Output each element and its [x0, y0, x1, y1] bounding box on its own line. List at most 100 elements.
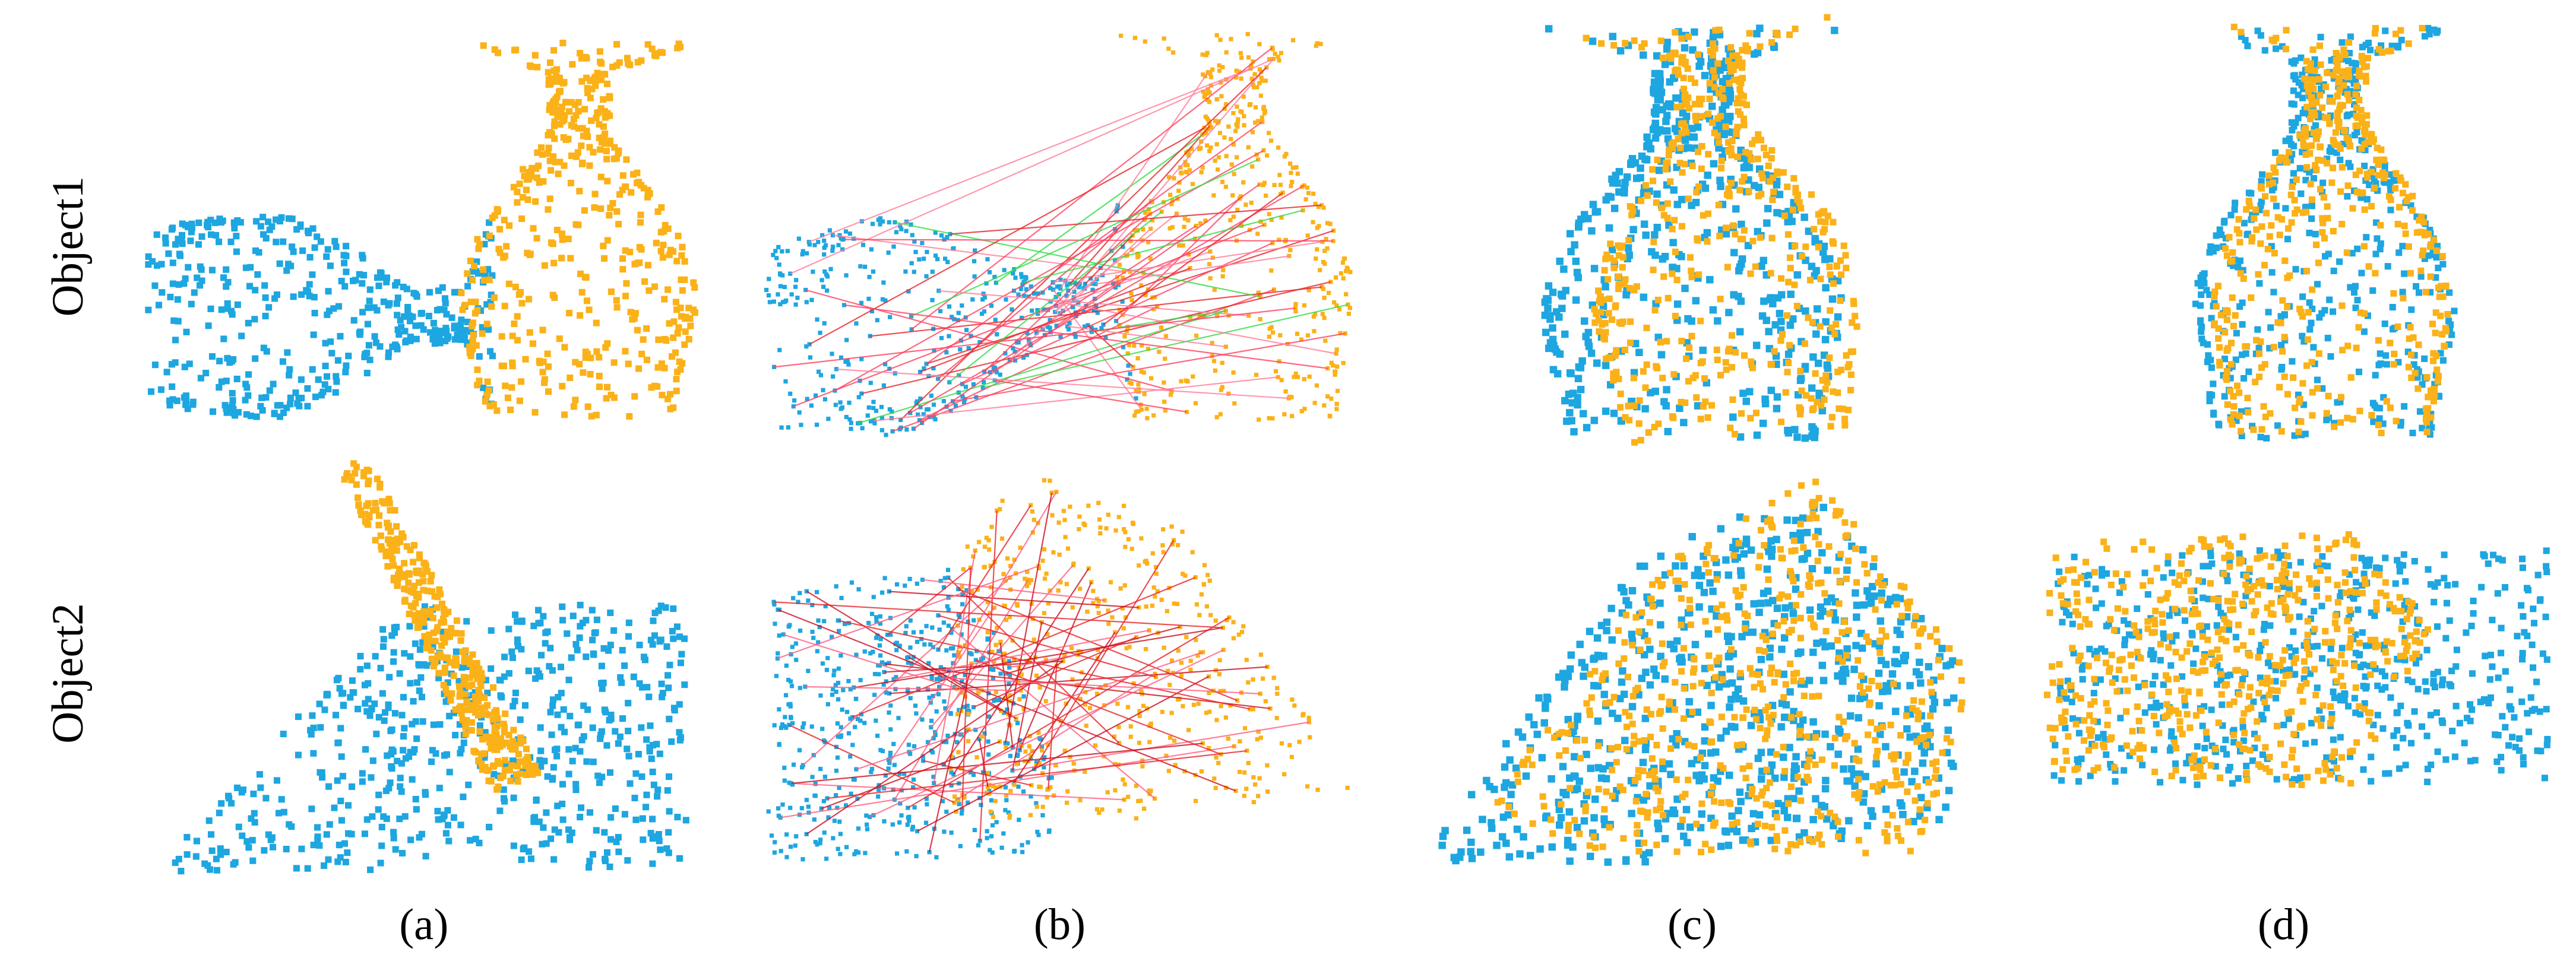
point	[931, 402, 936, 407]
point	[515, 291, 523, 298]
point	[2295, 391, 2302, 398]
point	[452, 648, 460, 655]
point	[2420, 247, 2427, 254]
point	[473, 258, 480, 265]
point	[308, 805, 315, 813]
point	[223, 409, 230, 416]
point	[444, 679, 451, 686]
point	[512, 283, 519, 291]
point	[788, 271, 793, 276]
point	[1669, 144, 1676, 151]
point	[580, 702, 587, 709]
point	[1347, 306, 1352, 310]
point	[2319, 179, 2327, 186]
point	[666, 715, 673, 722]
point	[1784, 183, 1791, 191]
point	[355, 706, 362, 713]
point	[359, 770, 366, 777]
point	[624, 745, 631, 753]
point	[318, 774, 326, 781]
point	[2288, 58, 2295, 65]
point	[183, 834, 191, 841]
point	[1759, 420, 1767, 427]
point	[513, 771, 520, 778]
point	[559, 781, 567, 788]
point	[1739, 236, 1746, 243]
point	[1649, 126, 1657, 134]
point	[2341, 51, 2349, 58]
point	[1681, 44, 1689, 52]
point	[1707, 47, 1714, 55]
point	[867, 275, 872, 280]
point	[923, 820, 929, 825]
correspondence-line	[913, 183, 1260, 430]
point	[2239, 321, 2246, 328]
point	[565, 826, 572, 833]
point	[882, 819, 887, 824]
point	[153, 262, 161, 269]
point	[333, 378, 340, 385]
point	[2278, 216, 2286, 223]
point	[530, 623, 537, 630]
point	[517, 740, 524, 747]
point	[950, 315, 954, 319]
point	[1730, 249, 1738, 256]
point	[1143, 39, 1147, 44]
point	[1259, 115, 1264, 120]
point	[509, 738, 517, 745]
point	[355, 494, 362, 502]
point	[897, 771, 902, 776]
point	[2238, 432, 2245, 439]
point	[1141, 227, 1145, 232]
point	[1238, 194, 1243, 199]
point	[679, 243, 686, 250]
point	[2337, 101, 2344, 109]
point	[603, 395, 610, 402]
point	[961, 399, 967, 405]
point	[2205, 352, 2212, 359]
point	[685, 335, 692, 343]
point	[894, 582, 900, 587]
point	[577, 270, 584, 277]
point	[1141, 370, 1146, 375]
point	[1571, 241, 1578, 249]
point	[836, 243, 841, 248]
point	[794, 278, 799, 283]
point	[1054, 323, 1059, 328]
point	[545, 150, 552, 157]
point	[235, 823, 242, 830]
point	[584, 706, 591, 713]
point	[558, 724, 565, 731]
point	[1226, 124, 1231, 129]
point	[1785, 359, 1792, 366]
point	[2251, 215, 2258, 222]
point	[1314, 383, 1319, 388]
point	[2340, 82, 2347, 89]
point	[322, 363, 329, 370]
point	[615, 848, 622, 855]
point	[407, 335, 414, 342]
point	[1264, 153, 1270, 158]
point	[1670, 139, 1677, 146]
point	[1143, 210, 1148, 215]
point	[837, 233, 842, 237]
point	[1704, 238, 1711, 245]
point	[2317, 61, 2324, 68]
point	[898, 224, 903, 229]
point	[1752, 263, 1759, 270]
point	[412, 795, 419, 802]
point	[430, 319, 437, 326]
point	[2391, 350, 2398, 357]
point	[356, 271, 363, 278]
point	[635, 751, 642, 758]
point	[1714, 317, 1721, 325]
point	[1642, 384, 1649, 391]
point	[514, 188, 521, 195]
point	[621, 811, 628, 818]
point	[784, 855, 789, 859]
point	[423, 645, 430, 652]
point	[638, 246, 645, 253]
point	[1583, 34, 1590, 42]
point	[598, 662, 605, 670]
point	[388, 726, 395, 733]
